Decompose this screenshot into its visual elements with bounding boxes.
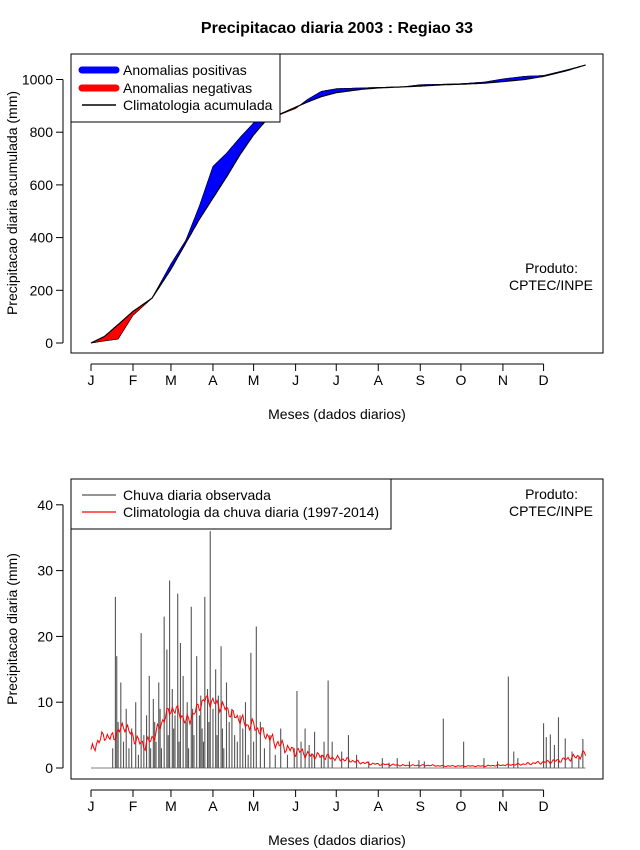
legend-label-positive: Anomalias positivas [123, 62, 247, 78]
daily-rain-bars [91, 531, 586, 769]
x-tick-label: M [165, 372, 177, 388]
y-tick-label: 0 [45, 760, 53, 776]
legend-label-observed: Chuva diaria observada [123, 487, 271, 503]
x-tick-label: F [129, 372, 138, 388]
y-tick-label: 800 [30, 124, 54, 140]
legend: Anomalias positivas Anomalias negativas … [70, 53, 281, 123]
x-tick-label: A [374, 372, 384, 388]
observed-cumulative-outline [90, 64, 586, 344]
legend-box [70, 478, 392, 530]
x-axis-label: Meses (dados diarios) [268, 406, 406, 422]
x-tick-label: O [455, 372, 466, 388]
product-source: CPTEC/INPE [509, 277, 593, 293]
daily-precip-chart: 0 10 20 30 40 J F M A M J J A S O N D Meses (dados diar… [4, 478, 604, 848]
plot-frame [70, 53, 604, 354]
y-tick-label: 10 [37, 694, 53, 710]
x-tick-label: J [88, 798, 95, 814]
x-tick-label: J [292, 372, 299, 388]
x-tick-label: J [88, 372, 95, 388]
product-label: Produto: [525, 260, 578, 276]
y-axis-label: Precipitacao diaria acumulada (mm) [4, 91, 20, 315]
x-tick-label: J [333, 798, 340, 814]
chart-title: Precipitacao diaria 2003 : Regiao 33 [201, 20, 473, 37]
x-tick-label: M [248, 798, 260, 814]
y-tick-label: 400 [30, 230, 54, 246]
x-axis-label: Meses (dados diarios) [268, 832, 406, 848]
x-tick-label: N [498, 798, 508, 814]
x-tick-label: A [374, 798, 384, 814]
y-tick-label: 40 [37, 497, 53, 513]
y-axis: 0 200 400 600 800 1000 [22, 72, 64, 351]
x-tick-label: M [165, 798, 177, 814]
x-tick-label: S [416, 372, 425, 388]
y-tick-label: 200 [30, 282, 54, 298]
x-tick-label: O [455, 798, 466, 814]
y-tick-label: 1000 [22, 72, 53, 88]
legend: Chuva diaria observada Climatologia da c… [70, 478, 392, 530]
x-tick-label: S [416, 798, 425, 814]
y-axis: 0 10 20 30 40 [37, 497, 64, 776]
y-tick-label: 600 [30, 177, 54, 193]
x-tick-label: N [498, 372, 508, 388]
y-tick-label: 20 [37, 628, 53, 644]
x-tick-label: J [292, 798, 299, 814]
legend-label-climatology: Climatologia acumulada [123, 97, 273, 113]
y-tick-label: 30 [37, 563, 53, 579]
climatology-cumulative-line [90, 64, 586, 344]
product-label: Produto: [525, 486, 578, 502]
x-tick-label: D [539, 798, 549, 814]
x-tick-label: F [129, 798, 138, 814]
product-source: CPTEC/INPE [509, 503, 593, 519]
x-tick-label: D [539, 372, 549, 388]
cumulative-precip-chart: Precipitacao diaria 2003 : Regiao 33 0 20… [4, 20, 604, 422]
y-tick-label: 0 [45, 335, 53, 351]
y-axis-label: Precipitacao diaria (mm) [4, 553, 20, 705]
x-tick-label: A [208, 372, 218, 388]
legend-label-negative: Anomalias negativas [123, 80, 252, 96]
x-tick-label: M [248, 372, 260, 388]
legend-label-climatology: Climatologia da chuva diaria (1997-2014) [123, 504, 379, 520]
x-tick-label: A [208, 798, 218, 814]
daily-climatology-line [90, 694, 587, 768]
x-tick-label: J [333, 372, 340, 388]
